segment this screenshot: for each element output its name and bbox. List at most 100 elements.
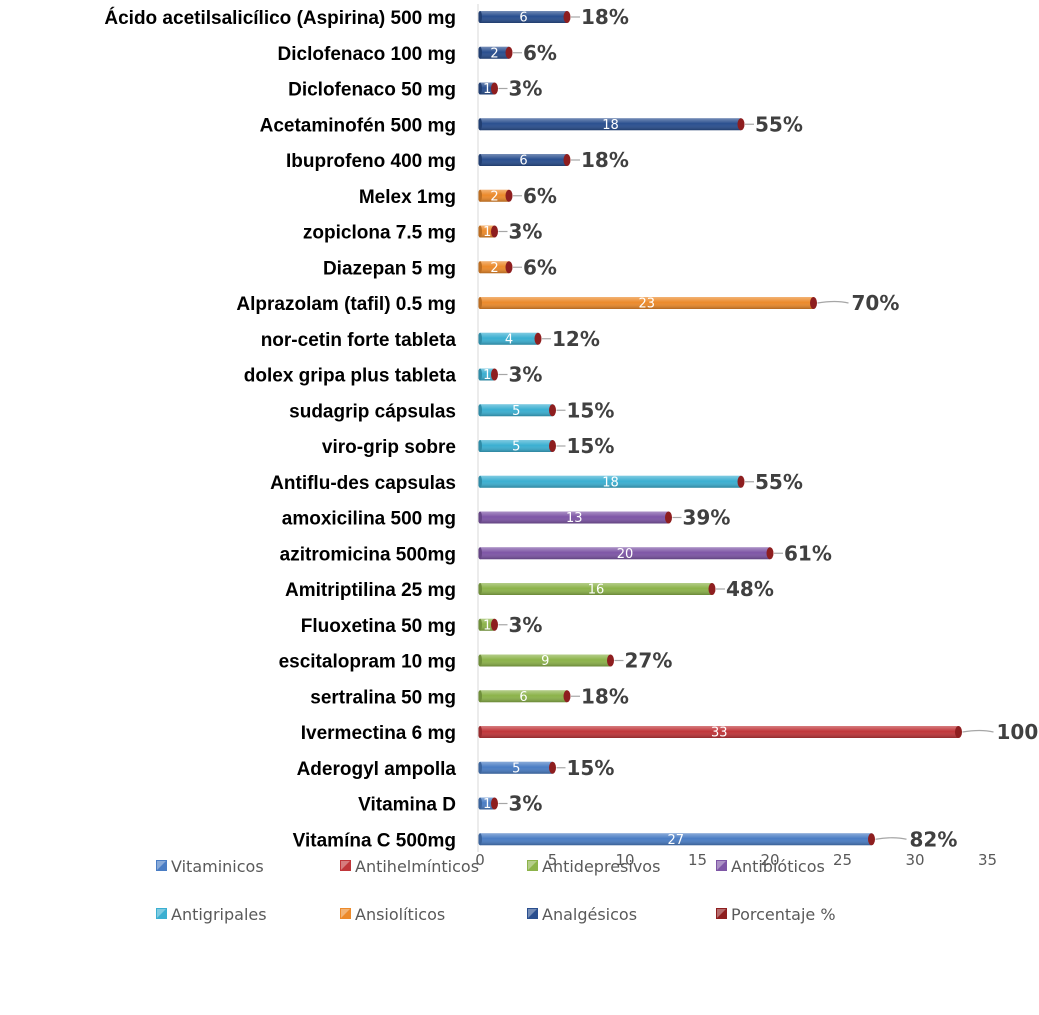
bar-base-cap-melex-1mg xyxy=(478,189,482,202)
bar-shine-amitriptilina-25-mg xyxy=(480,583,712,595)
bar-end-cap-amoxicilina-500-mg xyxy=(665,511,672,524)
value-label-viro-grip-sobre: 5 xyxy=(512,440,520,455)
category-label-melex-1mg: Melex 1mg xyxy=(359,187,456,208)
category-label-amoxicilina-500-mg: amoxicilina 500 mg xyxy=(282,509,456,530)
bar-shine-dolex-gripa-plus-tableta xyxy=(480,368,495,381)
category-label-diclofenaco-100-mg: Diclofenaco 100 mg xyxy=(278,44,456,65)
value-label-alprazolam-tafil-0-5-mg: 23 xyxy=(638,297,655,312)
percent-label-aderogyl-ampolla: 15% xyxy=(567,756,615,780)
bar-shine-fluoxetina-50-mg xyxy=(480,618,495,631)
bar-shine-sudagrip-capsulas xyxy=(480,404,553,417)
category-label-azitromicina-500mg: azitromicina 500mg xyxy=(280,544,456,565)
legend-swatch-shine-porcentaje xyxy=(717,909,726,918)
bar-end-cap-fluoxetina-50-mg xyxy=(491,618,498,631)
bar-base-cap-diazepan-5-mg xyxy=(478,261,482,274)
bar-end-cap-zopiclona-7-5-mg xyxy=(491,225,498,238)
category-label-alprazolam-tafil-0-5-mg: Alprazolam (tafil) 0.5 mg xyxy=(236,294,456,315)
legend-label-vitaminicos: Vitaminicos xyxy=(171,857,264,876)
value-label-diazepan-5-mg: 2 xyxy=(490,261,498,276)
bar-end-cap-amitriptilina-25-mg xyxy=(708,583,716,595)
bar-end-cap-diclofenaco-50-mg xyxy=(491,82,498,95)
legend-swatch-shine-analgesicos xyxy=(528,909,537,918)
legend-swatch-shine-ansioliticos xyxy=(341,909,350,918)
legend-label-ansioliticos: Ansiolíticos xyxy=(355,905,445,924)
bar-shine-vitamina-c-500mg xyxy=(480,833,872,846)
percent-label-zopiclona-7-5-mg: 3% xyxy=(509,220,543,244)
percent-label-viro-grip-sobre: 15% xyxy=(567,434,615,458)
bar-base-cap-zopiclona-7-5-mg xyxy=(478,225,482,238)
bar-base-cap-azitromicina-500mg xyxy=(478,547,482,560)
bar-shine-antiflu-des-capsulas xyxy=(480,475,741,488)
bar-base-cap-dolex-gripa-plus-tableta xyxy=(478,368,482,381)
x-tick-label-15: 15 xyxy=(688,851,707,869)
value-label-vitamina-d: 1 xyxy=(483,797,491,812)
legend-swatch-shine-antigripales xyxy=(157,909,166,918)
bar-end-cap-dolex-gripa-plus-tableta xyxy=(491,368,498,381)
bar-base-cap-viro-grip-sobre xyxy=(478,440,482,452)
value-label-ibuprofeno-400-mg: 6 xyxy=(519,154,527,169)
category-label-dolex-gripa-plus-tableta: dolex gripa plus tableta xyxy=(244,366,457,387)
bar-shine-vitamina-d xyxy=(480,797,495,810)
legend-swatch-shine-antihelminticos xyxy=(341,861,350,870)
percent-label-amoxicilina-500-mg: 39% xyxy=(683,506,731,530)
bar-end-cap-sudagrip-capsulas xyxy=(549,404,556,417)
legend-label-antihelminticos: Antihelmínticos xyxy=(355,857,479,876)
bar-base-cap-aderogyl-ampolla xyxy=(478,761,482,774)
value-label-amitriptilina-25-mg: 16 xyxy=(588,583,605,598)
legend-swatch-analgesicos xyxy=(527,908,538,919)
legend: Vitaminicos Antihelmínticos Antidepresivos… xyxy=(156,857,836,924)
bar-end-cap-viro-grip-sobre xyxy=(549,440,556,452)
value-label-acido-acetilsalicilico-aspirina-500-mg: 6 xyxy=(519,11,527,26)
bar-shine-acetaminofen-500-mg xyxy=(480,118,741,131)
bar-shine-viro-grip-sobre xyxy=(480,440,553,452)
category-label-diclofenaco-50-mg: Diclofenaco 50 mg xyxy=(288,80,456,101)
bar-base-cap-sudagrip-capsulas xyxy=(478,404,482,417)
bar-end-cap-aderogyl-ampolla xyxy=(549,761,556,774)
bar-shine-acido-acetilsalicilico-aspirina-500-mg xyxy=(480,11,567,23)
category-label-antiflu-des-capsulas: Antiflu-des capsulas xyxy=(270,473,456,494)
bar-base-cap-acido-acetilsalicilico-aspirina-500-mg xyxy=(478,11,482,23)
percent-label-dolex-gripa-plus-tableta: 3% xyxy=(509,363,543,387)
legend-label-antibioticos: Antibióticos xyxy=(731,857,825,876)
category-label-vitamina-d: Vitamina D xyxy=(358,795,456,816)
value-label-diclofenaco-100-mg: 2 xyxy=(490,46,498,61)
bar-end-cap-azitromicina-500mg xyxy=(766,547,774,560)
bar-end-cap-acetaminofen-500-mg xyxy=(737,118,745,131)
percent-label-alprazolam-tafil-0-5-mg: 70% xyxy=(852,291,900,315)
bar-end-cap-antiflu-des-capsulas xyxy=(737,475,745,488)
value-label-aderogyl-ampolla: 5 xyxy=(512,761,520,776)
leader-line-ivermectina-6-mg xyxy=(962,729,994,733)
value-label-amoxicilina-500-mg: 13 xyxy=(566,511,583,526)
value-label-ivermectina-6-mg: 33 xyxy=(711,726,728,741)
category-label-sudagrip-capsulas: sudagrip cápsulas xyxy=(289,401,456,422)
legend-swatch-ansioliticos xyxy=(340,908,351,919)
x-tick-label-30: 30 xyxy=(905,851,924,869)
value-label-sudagrip-capsulas: 5 xyxy=(512,404,520,419)
category-label-acido-acetilsalicilico-aspirina-500-mg: Ácido acetilsalicílico (Aspirina) 500 mg xyxy=(104,7,456,29)
bar-shine-ibuprofeno-400-mg xyxy=(480,154,567,166)
legend-swatch-porcentaje xyxy=(716,908,727,919)
percent-label-vitamina-d: 3% xyxy=(509,792,543,816)
percent-label-acido-acetilsalicilico-aspirina-500-mg: 18% xyxy=(581,5,629,29)
category-label-ivermectina-6-mg: Ivermectina 6 mg xyxy=(301,723,456,744)
category-label-fluoxetina-50-mg: Fluoxetina 50 mg xyxy=(301,616,456,637)
category-label-sertralina-50-mg: sertralina 50 mg xyxy=(310,687,456,708)
bar-base-cap-ivermectina-6-mg xyxy=(478,726,482,738)
value-label-melex-1mg: 2 xyxy=(490,189,498,204)
bar-end-cap-acido-acetilsalicilico-aspirina-500-mg xyxy=(563,11,571,23)
bar-base-cap-alprazolam-tafil-0-5-mg xyxy=(478,297,482,309)
bar-base-cap-nor-cetin-forte-tableta xyxy=(478,332,482,345)
bar-end-cap-alprazolam-tafil-0-5-mg xyxy=(810,297,817,309)
legend-label-analgesicos: Analgésicos xyxy=(542,905,637,924)
bar-end-cap-vitamina-c-500mg xyxy=(868,833,875,846)
bar-end-cap-sertralina-50-mg xyxy=(563,690,571,703)
category-label-viro-grip-sobre: viro-grip sobre xyxy=(322,437,456,458)
x-tick-label-35: 35 xyxy=(978,851,997,869)
legend-swatch-antibioticos xyxy=(716,860,727,871)
percent-label-diclofenaco-50-mg: 3% xyxy=(509,77,543,101)
x-tick-label-10: 10 xyxy=(615,851,634,869)
legend-swatch-antidepresivos xyxy=(527,860,538,871)
category-label-aderogyl-ampolla: Aderogyl ampolla xyxy=(297,759,457,780)
percent-label-azitromicina-500mg: 61% xyxy=(784,541,832,565)
percent-label-escitalopram-10-mg: 27% xyxy=(625,649,673,673)
